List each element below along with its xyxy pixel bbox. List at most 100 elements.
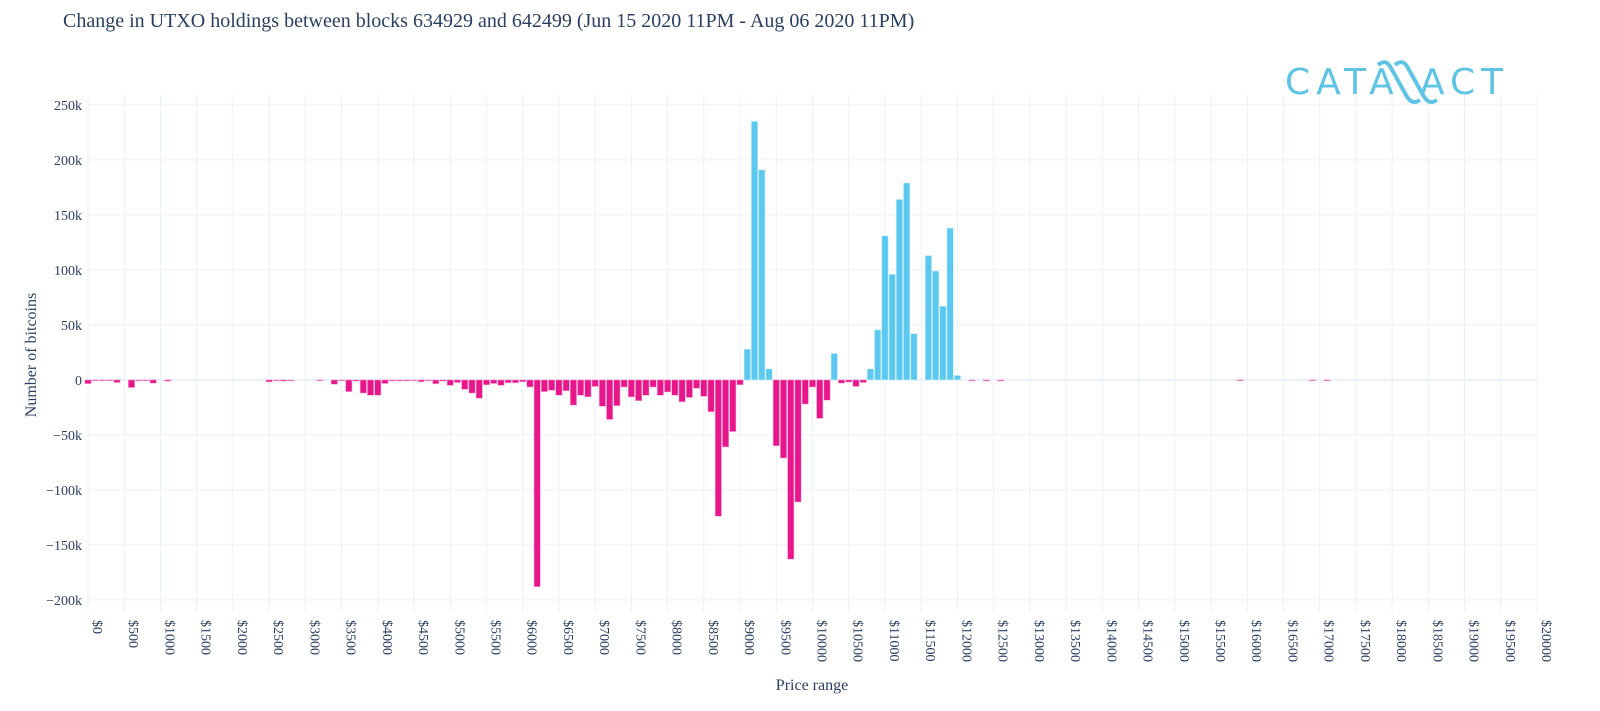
bar-negative bbox=[403, 379, 411, 382]
x-tick-label: $500 bbox=[125, 620, 140, 648]
x-tick-label: $19500 bbox=[1502, 620, 1517, 662]
x-tick-label: $4000 bbox=[379, 620, 394, 655]
y-tick-label: −50k bbox=[53, 429, 82, 444]
bar-negative bbox=[794, 379, 802, 503]
bar-positive bbox=[953, 375, 961, 381]
bar-negative bbox=[591, 379, 599, 387]
bar-positive bbox=[924, 255, 932, 381]
y-tick-label: 0 bbox=[75, 374, 82, 389]
x-tick-label: $7500 bbox=[632, 620, 647, 655]
bar-negative bbox=[425, 379, 433, 382]
bar-negative bbox=[577, 379, 585, 396]
bar-negative bbox=[656, 379, 664, 396]
bar-negative bbox=[497, 379, 505, 386]
bar-negative bbox=[526, 379, 534, 388]
x-tick-label: $3000 bbox=[306, 620, 321, 655]
x-tick-label: $1000 bbox=[161, 620, 176, 655]
bar-negative bbox=[540, 379, 548, 392]
bar-negative bbox=[127, 379, 135, 388]
bar-positive bbox=[932, 270, 940, 381]
bar-negative bbox=[84, 379, 92, 385]
x-tick-label: $8500 bbox=[705, 620, 720, 655]
bar-positive bbox=[888, 273, 896, 381]
bar-negative bbox=[381, 379, 389, 384]
bar-negative bbox=[859, 379, 867, 383]
x-tick-label: $10500 bbox=[850, 620, 865, 662]
bar-negative bbox=[432, 379, 440, 385]
bar-negative bbox=[164, 379, 172, 382]
bar-negative bbox=[468, 379, 476, 394]
bar-negative bbox=[982, 379, 990, 382]
x-tick-label: $6500 bbox=[560, 620, 575, 655]
bar-negative bbox=[693, 379, 701, 389]
bar-negative bbox=[685, 379, 693, 398]
y-axis-ticks: 250k 200k 150k 100k 50k 0 −50k −100k −150k −200k bbox=[46, 99, 82, 609]
bar-negative bbox=[845, 379, 853, 383]
bar-positive bbox=[939, 305, 947, 381]
bar-negative bbox=[287, 379, 295, 382]
bar-negative bbox=[316, 379, 324, 382]
bar-negative bbox=[446, 379, 454, 386]
bar-negative bbox=[388, 379, 396, 382]
x-tick-label: $5500 bbox=[487, 620, 502, 655]
logo-text-left: CATA bbox=[1285, 62, 1400, 103]
bar-negative bbox=[454, 379, 461, 383]
chart-title: Change in UTXO holdings between blocks 6… bbox=[63, 10, 915, 32]
x-tick-label: $14500 bbox=[1140, 620, 1155, 662]
bar-negative bbox=[149, 379, 157, 384]
bar-negative bbox=[620, 379, 628, 388]
bar-negative bbox=[635, 379, 643, 402]
x-axis-label: Price range bbox=[776, 677, 848, 694]
bar-negative bbox=[671, 379, 679, 396]
bar-positive bbox=[874, 329, 882, 381]
logo-l-stroke bbox=[1376, 60, 1422, 105]
y-tick-label: 200k bbox=[54, 154, 82, 169]
bar-negative bbox=[816, 379, 824, 419]
bar-negative bbox=[135, 379, 143, 382]
bar-negative bbox=[511, 379, 519, 384]
x-tick-label: $20000 bbox=[1538, 620, 1553, 662]
bar-negative bbox=[627, 379, 635, 398]
x-tick-label: $19000 bbox=[1466, 620, 1481, 662]
bar-negative bbox=[410, 379, 418, 382]
x-tick-label: $4500 bbox=[415, 620, 430, 655]
bar-negative bbox=[968, 379, 976, 382]
bar-positive bbox=[743, 348, 751, 381]
bar-negative bbox=[598, 379, 606, 407]
bar-negative bbox=[562, 379, 570, 392]
bar-negative bbox=[1236, 379, 1244, 382]
x-tick-label: $16000 bbox=[1248, 620, 1263, 662]
x-tick-label: $15000 bbox=[1176, 620, 1191, 662]
bar-negative bbox=[504, 379, 512, 384]
bar-negative bbox=[482, 379, 490, 386]
bar-positive bbox=[946, 227, 954, 381]
x-tick-label: $17000 bbox=[1321, 620, 1336, 662]
x-tick-label: $16500 bbox=[1284, 620, 1299, 662]
bar-negative bbox=[700, 379, 708, 397]
y-tick-label: −200k bbox=[46, 594, 82, 609]
bar-positive bbox=[903, 182, 911, 381]
y-tick-label: 250k bbox=[54, 99, 82, 114]
bar-negative bbox=[584, 379, 592, 398]
bar-negative bbox=[642, 379, 650, 396]
bar-negative bbox=[1323, 379, 1331, 382]
y-tick-label: 150k bbox=[54, 209, 82, 224]
bar-negative bbox=[280, 379, 288, 382]
bar-negative bbox=[809, 379, 816, 388]
y-tick-label: −150k bbox=[46, 539, 82, 554]
bar-positive bbox=[751, 121, 759, 381]
bar-negative bbox=[533, 379, 541, 587]
x-tick-label: $2000 bbox=[234, 620, 249, 655]
x-tick-label: $11000 bbox=[886, 620, 901, 661]
x-tick-label: $18000 bbox=[1393, 620, 1408, 662]
bar-negative bbox=[801, 379, 809, 405]
bar-negative bbox=[837, 379, 845, 384]
bar-negative bbox=[772, 379, 780, 447]
bar-negative bbox=[997, 379, 1005, 382]
x-tick-label: $3500 bbox=[343, 620, 358, 655]
bar-negative bbox=[664, 379, 672, 393]
bar-negative bbox=[714, 379, 722, 517]
bar-negative bbox=[352, 379, 360, 382]
bar-negative bbox=[367, 379, 375, 396]
